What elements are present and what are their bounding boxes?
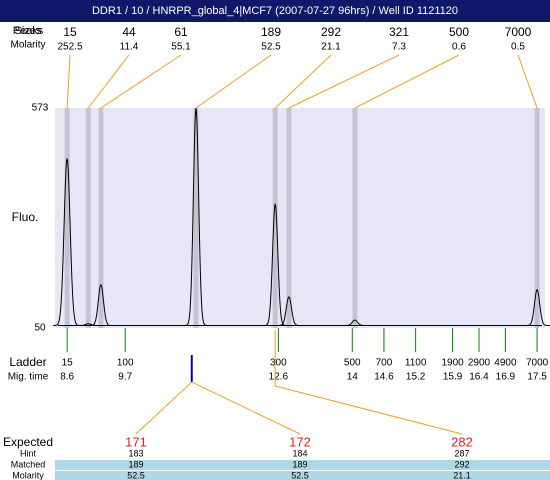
y-label: Fluo. (12, 210, 39, 224)
peak-link (87, 54, 130, 109)
trace-peak (53, 158, 82, 326)
ladder-size: 700 (376, 358, 393, 369)
peak-size: 44 (122, 25, 136, 39)
ladder-size: 500 (344, 358, 361, 369)
peak-band (193, 108, 199, 328)
peak-link (354, 54, 460, 109)
ladder-size: 100 (117, 358, 134, 369)
ladder-time: 14.6 (374, 372, 394, 383)
expected-value: 172 (289, 434, 311, 449)
y-tick-label: 573 (32, 103, 49, 114)
title-bar (0, 0, 550, 22)
matched-row (55, 460, 550, 470)
trace-peak (86, 283, 115, 326)
peak-molarity: 11.4 (120, 42, 139, 53)
ladder-time: 8.6 (60, 372, 74, 383)
peak-band (85, 108, 91, 328)
molarity-label: Molarity (10, 40, 45, 51)
hint-value: 183 (128, 448, 143, 458)
peak-link (288, 54, 400, 109)
peak-band (64, 108, 70, 328)
peak-molarity: 0.5 (511, 42, 525, 53)
peak-link (66, 54, 71, 109)
ladder-time: 9.7 (118, 372, 132, 383)
molarity-value: 52.5 (291, 470, 309, 480)
hint-label: Hint (20, 448, 37, 458)
matched-label: Matched (11, 459, 46, 469)
trace-peak (523, 288, 550, 326)
matched-value: 189 (128, 459, 143, 469)
peak-size: 61 (174, 25, 188, 39)
peaks-label: Peaks (13, 25, 44, 37)
peak-band (534, 108, 540, 328)
matched-value: 189 (292, 459, 307, 469)
trace-peak (274, 296, 303, 326)
ladder-label: Ladder (9, 355, 46, 369)
trace-peak (74, 323, 103, 326)
expected-link (274, 330, 463, 435)
peak-link (195, 54, 272, 109)
ladder-size: 300 (270, 358, 287, 369)
peak-size: 15 (63, 25, 77, 39)
trace-peak (340, 319, 369, 326)
peak-size: 189 (261, 25, 281, 39)
ladder-size: 1100 (405, 358, 427, 369)
peak-link (274, 54, 332, 109)
ladder-time: 17.5 (527, 372, 547, 383)
peak-molarity: 55.1 (171, 42, 191, 53)
ladder-size: 2900 (468, 358, 491, 369)
ladder-size: 15 (62, 358, 74, 369)
expected-value: 171 (125, 434, 147, 449)
peak-size: 500 (449, 25, 469, 39)
ladder-size: 4900 (494, 358, 517, 369)
peak-molarity: 252.5 (57, 42, 82, 53)
expected-label: Expected (3, 435, 53, 449)
y-tick-label: 50 (34, 323, 46, 334)
hint-value: 287 (454, 448, 469, 458)
expected-link (135, 381, 193, 435)
peak-molarity: 52.5 (261, 42, 281, 53)
plot-area (55, 108, 545, 328)
matched-value: 292 (454, 459, 469, 469)
peak-band (286, 108, 292, 328)
ladder-time: 12.6 (269, 372, 289, 383)
ladder-time: 16.4 (469, 372, 489, 383)
peak-molarity: 0.6 (452, 42, 466, 53)
expected-value: 282 (451, 434, 473, 449)
peak-size: 321 (389, 25, 409, 39)
peak-size: 292 (321, 25, 341, 39)
peak-link (517, 54, 538, 109)
expected-link (191, 381, 301, 435)
peak-link (100, 54, 182, 109)
molarity-row (55, 471, 550, 480)
exp-molarity-label: Molarity (12, 470, 44, 480)
mig-time-label: Mig. time (8, 372, 49, 383)
peak-band (272, 108, 278, 328)
ladder-time: 15.9 (443, 372, 463, 383)
peak-size: 7000 (505, 25, 532, 39)
hint-value: 184 (292, 448, 307, 458)
trace-peak (261, 203, 290, 326)
ladder-time: 14 (347, 372, 359, 383)
ladder-size: 1900 (441, 358, 464, 369)
molarity-value: 21.1 (453, 470, 471, 480)
peak-band (352, 108, 358, 328)
peak-band (98, 108, 104, 328)
ladder-time: 16.9 (496, 372, 516, 383)
peak-molarity: 21.1 (321, 42, 341, 53)
ladder-size: 7000 (526, 358, 549, 369)
title: DDR1 / 10 / HNRPR_global_4|MCF7 (2007-07… (92, 5, 458, 17)
ladder-time: 15.2 (406, 372, 426, 383)
sizes-label: Sizes (15, 25, 42, 37)
molarity-value: 52.5 (127, 470, 145, 480)
peak-molarity: 7.3 (392, 42, 406, 53)
